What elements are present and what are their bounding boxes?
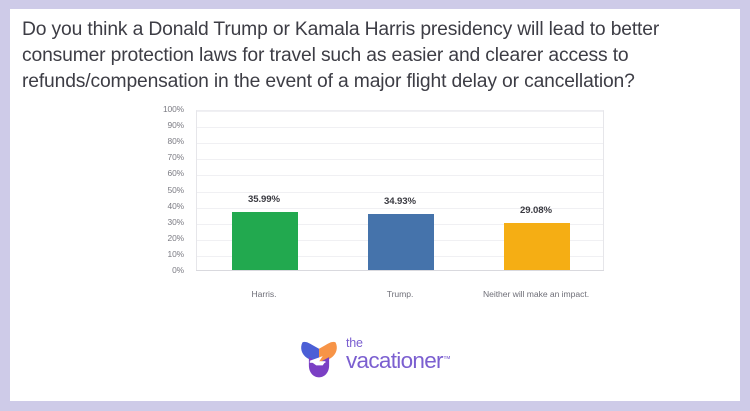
slide-card: Do you think a Donald Trump or Kamala Ha… <box>10 9 740 401</box>
bar-chart: 100% 90% 80% 70% 60% 50% 40% 30% 20% 10% 0% 35.99%… <box>10 9 740 400</box>
y-axis-tick-label: 100% <box>162 104 184 114</box>
bar-value-label: 34.93% <box>384 195 416 207</box>
gridline <box>197 191 603 193</box>
y-axis-tick-label: 80% <box>167 136 185 147</box>
logo-the-text: the <box>346 336 363 350</box>
gridline <box>197 159 603 161</box>
y-axis-tick-label: 30% <box>167 216 185 227</box>
y-axis-tick-label: 60% <box>167 168 185 179</box>
gridline <box>197 143 603 145</box>
x-axis-category-label: Harris. <box>251 289 277 299</box>
vacationer-logo: the vacationer™ <box>296 333 476 383</box>
logo-name-wrap: vacationer™ <box>346 349 451 373</box>
page-title: Do you think a Donald Trump or Kamala Ha… <box>22 19 660 92</box>
x-axis-line <box>196 270 604 271</box>
bar-3[interactable] <box>504 223 570 270</box>
bar-value-label: 35.99% <box>248 194 280 206</box>
y-axis-tick-label: 90% <box>167 120 185 131</box>
gridline <box>197 111 603 112</box>
x-axis-category-label: Neither will make an impact. <box>482 289 590 299</box>
vacationer-wordmark: the vacationer™ <box>346 337 476 381</box>
plot-area <box>196 110 604 271</box>
y-axis-tick-label: 50% <box>167 184 185 195</box>
x-axis-category-label: Trump. <box>386 289 414 299</box>
logo-name-text: vacationer <box>346 348 444 373</box>
y-axis-tick-label: 20% <box>167 232 185 243</box>
y-axis-tick-label: 70% <box>167 152 185 163</box>
bar-value-label: 29.08% <box>520 205 552 217</box>
y-axis-tick-label: 0% <box>172 265 184 275</box>
vacationer-logo-mark <box>301 341 337 378</box>
y-axis-tick-label: 10% <box>167 248 185 259</box>
gridline <box>197 127 603 129</box>
gridline <box>197 207 603 209</box>
y-axis-tick-label: 40% <box>167 200 185 211</box>
bar-2[interactable] <box>368 213 434 270</box>
gridline <box>197 175 603 177</box>
y-axis: 100% 90% 80% 70% 60% 50% 40% 30% 20% 10% 0% <box>140 104 185 275</box>
bar-1[interactable] <box>232 212 298 270</box>
trademark-icon: ™ <box>442 354 451 364</box>
